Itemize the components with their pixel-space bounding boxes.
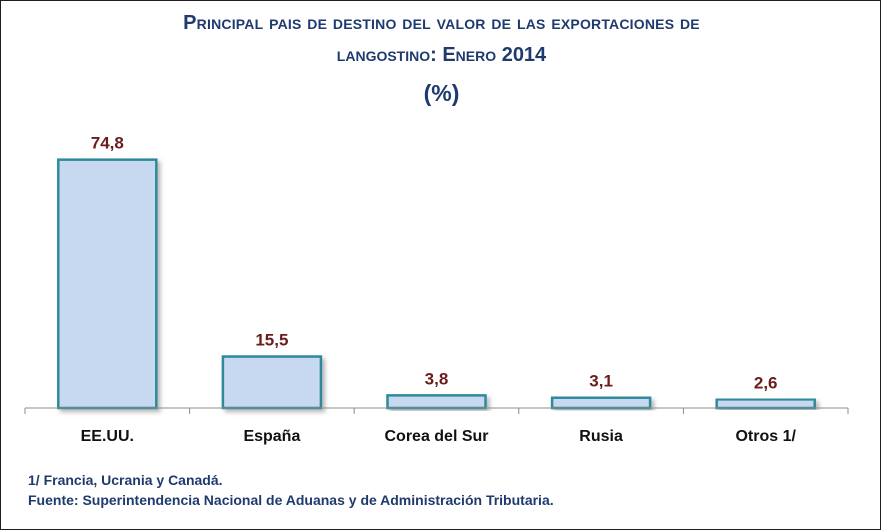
value-label-0: 74,8 [91,134,124,153]
source-note: Fuente: Superintendencia Nacional de Adu… [28,492,554,508]
value-label-4: 2,6 [754,373,778,392]
bar-2 [386,394,487,410]
category-label-0: EE.UU. [81,428,134,445]
value-label-1: 15,5 [255,331,288,350]
footnote: 1/ Francia, Ucrania y Canadá. [28,472,223,488]
bar-3 [550,396,652,410]
category-label-1: España [243,428,300,445]
value-label-3: 3,1 [589,372,613,391]
chart-title-unit: (%) [423,80,460,106]
category-label-4: Otros 1/ [735,428,796,445]
bar-0 [57,158,158,410]
value-label-2: 3,8 [425,369,449,388]
chart-title-line1: Principal pais de destino del valor de l… [183,12,700,34]
chart-title-line2: langostino: Enero 2014 [336,44,547,66]
bar-4 [715,398,816,410]
bar-1 [221,355,323,410]
category-label-3: Rusia [579,428,623,445]
category-label-2: Corea del Sur [384,428,488,445]
